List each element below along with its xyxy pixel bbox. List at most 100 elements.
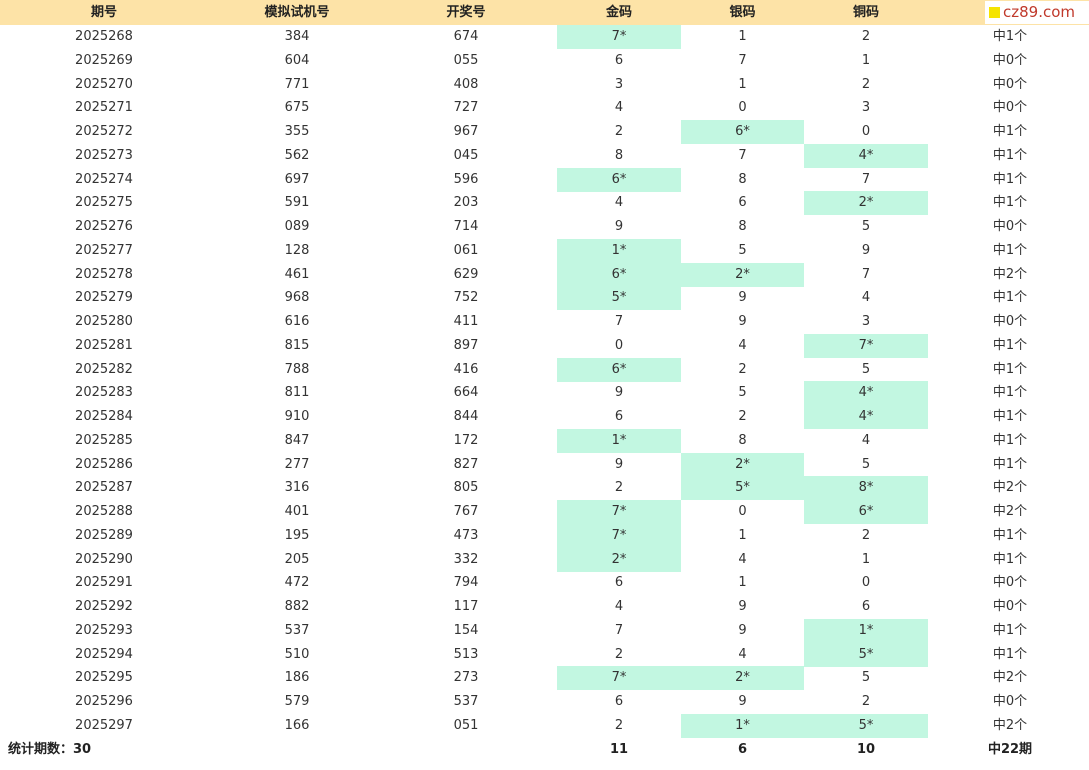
table-cell: 5 — [738, 385, 747, 401]
table-cell: 中1个 — [992, 29, 1028, 44]
table-cell: 0 — [861, 124, 871, 140]
table-cell: 061 — [453, 242, 479, 258]
table-cell: 897 — [453, 337, 479, 353]
table-cell: 416 — [453, 361, 479, 377]
table-cell: 5* — [804, 642, 928, 667]
table-cell: 2 — [861, 694, 871, 710]
table-cell: 0 — [614, 337, 624, 353]
table-cell: 675 — [284, 100, 310, 116]
table-cell: 2025290 — [75, 551, 133, 567]
table-cell: 273 — [453, 670, 479, 686]
table-cell: 2 — [614, 480, 624, 496]
table-cell: 4 — [614, 100, 624, 116]
table-cell: 537 — [284, 622, 310, 638]
table-cell: 6 — [614, 694, 624, 710]
table-cell: 1 — [738, 29, 747, 44]
table-cell: 771 — [284, 76, 310, 92]
table-cell: 186 — [284, 670, 310, 686]
table-cell: 中1个 — [992, 409, 1028, 425]
table-cell: 332 — [453, 551, 479, 567]
table-cell: 967 — [453, 124, 479, 140]
table-cell: 中0个 — [992, 100, 1028, 116]
table-cell: 2 — [614, 646, 624, 662]
table-cell: 767 — [453, 504, 479, 520]
table-cell: 2025272 — [75, 124, 133, 140]
table-cell: 2025269 — [75, 52, 133, 68]
table-cell: 4 — [614, 195, 624, 211]
table-cell: 697 — [284, 171, 310, 187]
table-cell: 316 — [284, 480, 310, 496]
table-cell: 408 — [453, 76, 479, 92]
footer-cell: 10 — [856, 742, 876, 757]
table-cell: 中1个 — [992, 432, 1028, 448]
table-cell: 4 — [861, 290, 871, 306]
header-cell: 开奖号 — [446, 5, 486, 20]
table-cell: 4 — [738, 551, 747, 567]
table-cell: 513 — [453, 646, 479, 662]
table-cell: 4* — [804, 143, 928, 168]
table-cell: 8 — [738, 219, 747, 235]
table-cell: 2025288 — [75, 504, 133, 520]
logo[interactable]: cz89.com — [985, 1, 1089, 24]
table-cell: 中1个 — [992, 242, 1028, 258]
table-cell: 5 — [861, 456, 871, 472]
table-cell: 117 — [453, 599, 479, 615]
table-cell: 中1个 — [992, 337, 1028, 353]
table-cell: 2025286 — [75, 456, 133, 472]
table-cell: 2025296 — [75, 694, 133, 710]
table-cell: 中2个 — [992, 504, 1028, 520]
table-cell: 4 — [738, 646, 747, 662]
table-cell: 2 — [738, 361, 747, 377]
table-cell: 9 — [738, 290, 747, 306]
table-cell: 2* — [557, 547, 681, 572]
table-cell: 1 — [861, 551, 871, 567]
header-cell: 金码 — [605, 5, 632, 20]
table-cell: 727 — [453, 100, 479, 116]
table-cell: 0 — [738, 504, 747, 520]
table-cell: 1* — [681, 714, 804, 738]
header-cell: 铜码 — [852, 5, 879, 20]
table-cell: 968 — [284, 290, 310, 306]
table-cell: 4* — [804, 381, 928, 406]
table-cell: 9 — [614, 456, 624, 472]
table-cell: 461 — [284, 266, 310, 282]
table-cell: 205 — [284, 551, 310, 567]
table-cell: 2 — [861, 29, 871, 44]
table-cell: 3 — [861, 100, 871, 116]
header-cell: 模拟试机号 — [264, 5, 330, 20]
table-cell: 1* — [557, 428, 681, 453]
table-cell: 中2个 — [992, 670, 1028, 686]
table-cell: 2025273 — [75, 147, 133, 163]
table-cell: 1* — [557, 238, 681, 263]
table-cell: 2025297 — [75, 718, 133, 733]
table-cell: 2025270 — [75, 76, 133, 92]
table-cell: 844 — [453, 409, 479, 425]
table-cell: 714 — [453, 219, 479, 235]
table-cell: 1 — [738, 575, 747, 591]
table-cell: 4* — [804, 405, 928, 430]
logo-text[interactable]: cz89.com — [1003, 3, 1076, 21]
table-cell: 9 — [738, 622, 747, 638]
table-cell: 中0个 — [992, 575, 1028, 591]
table-cell: 815 — [284, 337, 310, 353]
table-cell: 4 — [861, 432, 871, 448]
table-cell: 中1个 — [992, 385, 1028, 401]
header-cell: 期号 — [90, 5, 117, 20]
table-cell: 7* — [557, 500, 681, 525]
table-cell: 128 — [284, 242, 310, 258]
table-cell: 629 — [453, 266, 479, 282]
table-cell: 2025287 — [75, 480, 133, 496]
table-cell: 562 — [284, 147, 310, 163]
table-cell: 中1个 — [992, 456, 1028, 472]
table-cell: 2 — [614, 718, 624, 733]
table-cell: 中0个 — [992, 219, 1028, 235]
table-cell: 6* — [804, 500, 928, 525]
table-cell: 9 — [614, 385, 624, 401]
table-cell: 6* — [557, 167, 681, 192]
table-cell: 847 — [284, 432, 310, 448]
table-cell: 中0个 — [992, 52, 1028, 68]
table-cell: 195 — [284, 527, 310, 543]
table-cell: 4 — [738, 337, 747, 353]
table-cell: 8 — [738, 432, 747, 448]
table-cell: 5 — [861, 670, 871, 686]
